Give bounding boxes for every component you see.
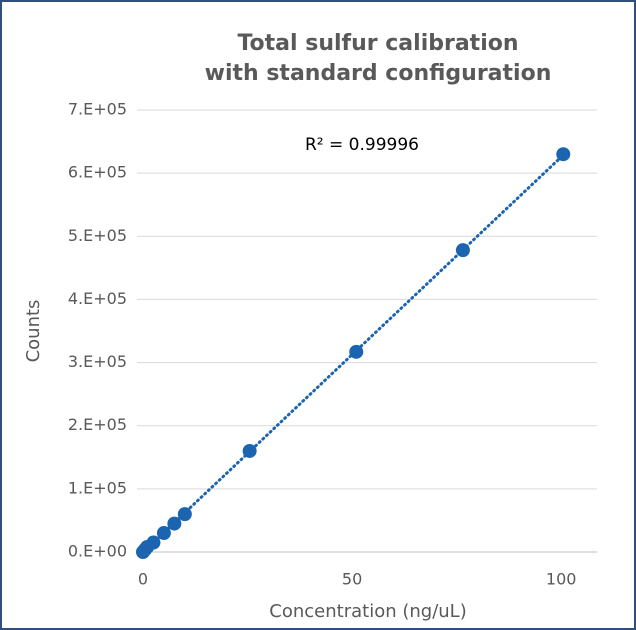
data-point — [349, 344, 364, 359]
y-axis-label: Counts — [23, 300, 44, 363]
data-point — [156, 526, 171, 541]
y-tick-label: 6.E+05 — [68, 163, 127, 182]
x-tick-label: 50 — [342, 570, 362, 589]
data-point — [455, 243, 470, 258]
y-tick-label: 0.E+00 — [68, 542, 127, 561]
data-point — [556, 147, 571, 162]
x-tick-label: 0 — [138, 570, 148, 589]
y-tick-label: 7.E+05 — [68, 100, 127, 119]
data-point — [242, 443, 257, 458]
data-point — [167, 516, 182, 531]
data-point — [177, 507, 192, 522]
annotation: R² = 0.99996 — [305, 135, 419, 155]
chart-title: Total sulfur calibration — [237, 31, 518, 56]
y-tick-label: 3.E+05 — [68, 352, 127, 371]
x-axis-label: Concentration (ng/uL) — [269, 601, 466, 622]
x-tick-label: 100 — [546, 570, 577, 589]
y-tick-label: 1.E+05 — [68, 478, 127, 497]
y-tick-label: 4.E+05 — [68, 289, 127, 308]
y-tick-label: 5.E+05 — [68, 226, 127, 245]
data-point — [146, 535, 161, 550]
chart-title: with standard configuration — [205, 61, 552, 86]
y-tick-label: 2.E+05 — [68, 415, 127, 434]
